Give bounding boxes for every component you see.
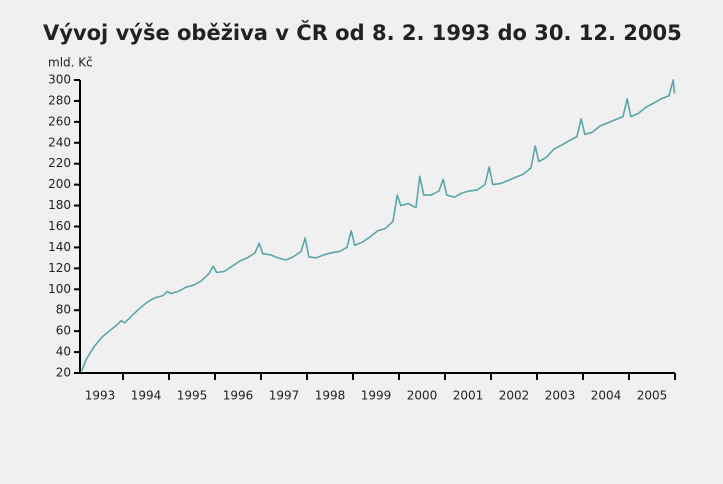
y-tick-label: 200 (48, 177, 71, 191)
data-line (80, 79, 676, 372)
x-tick-label: 1997 (269, 389, 300, 403)
x-tick-label: 1996 (223, 389, 254, 403)
y-tick-label: 260 (48, 114, 71, 128)
y-tick-label: 120 (48, 261, 71, 275)
y-tick-label: 80 (56, 303, 71, 317)
y-tick-label: 160 (48, 219, 71, 233)
y-tick-label: 280 (48, 93, 71, 107)
y-tick-label: 60 (56, 324, 71, 338)
x-tick-label: 2003 (545, 389, 576, 403)
x-tick-label: 2002 (499, 389, 530, 403)
x-tick-label: 1995 (177, 389, 208, 403)
y-tick-label: 240 (48, 135, 71, 149)
y-tick-label: 20 (56, 366, 71, 380)
x-tick-label: 1999 (361, 389, 392, 403)
x-tick-label: 1993 (85, 389, 116, 403)
y-tick-label: 180 (48, 198, 71, 212)
chart-title: Vývoj výše oběživa v ČR od 8. 2. 1993 do… (43, 20, 682, 45)
x-tick-label: 1994 (131, 389, 162, 403)
y-tick-label: 300 (48, 73, 71, 87)
y-tick-label: 220 (48, 156, 71, 170)
y-tick-label: 100 (48, 282, 71, 296)
x-tick-label: 1998 (315, 389, 346, 403)
y-axis-label: mld. Kč (48, 56, 93, 70)
x-tick-label: 2004 (591, 389, 622, 403)
x-tick-label: 2001 (453, 389, 484, 403)
y-tick-label: 40 (56, 345, 71, 359)
x-tick-label: 2000 (407, 389, 438, 403)
y-tick-label: 140 (48, 240, 71, 254)
x-tick-label: 2005 (637, 389, 668, 403)
